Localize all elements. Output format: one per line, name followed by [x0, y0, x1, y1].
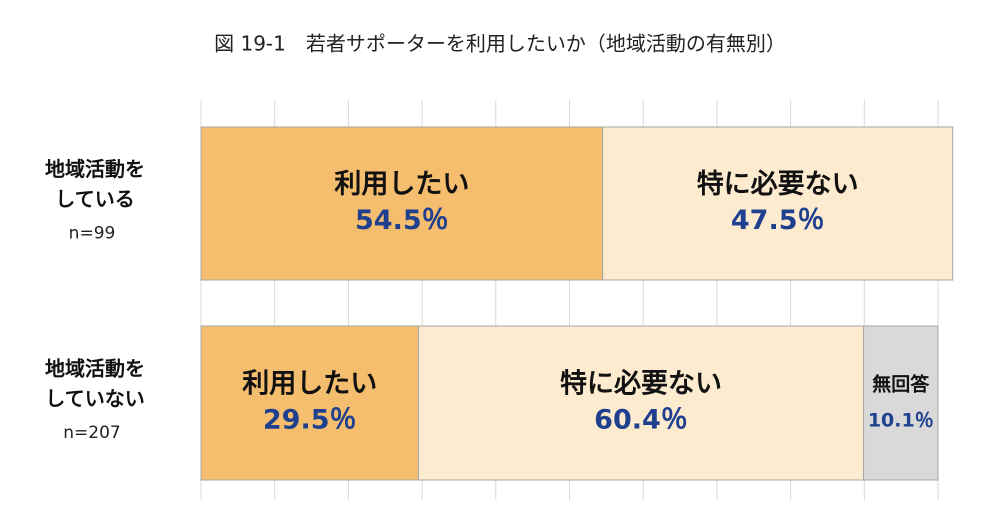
row-label: 地域活動を	[45, 357, 145, 381]
bar-segment	[200, 126, 604, 281]
segment-name: 特に必要ない	[697, 169, 859, 200]
data-label: 47.5％	[731, 205, 825, 236]
chart-title: 図 19-1 若者サポーターを利用したいか（地域活動の有無別）	[214, 32, 786, 56]
segment-name: 無回答	[872, 373, 930, 396]
segment-name: 利用したい	[334, 169, 469, 200]
row-label: している	[55, 187, 134, 211]
bar-segment	[200, 325, 419, 481]
row-note: n=99	[69, 224, 116, 244]
bar-segment	[863, 325, 939, 481]
row-label: 地域活動を	[45, 157, 145, 181]
row-label: していない	[45, 387, 144, 411]
bar-segment	[602, 126, 954, 281]
data-label: 10.1％	[868, 410, 934, 432]
bar-segment	[417, 325, 865, 481]
data-label: 60.4％	[594, 405, 688, 436]
data-label: 54.5％	[355, 205, 449, 236]
row-note: n=207	[63, 423, 120, 443]
segment-name: 特に必要ない	[560, 369, 722, 400]
data-label: 29.5％	[263, 405, 357, 436]
segment-name: 利用したい	[242, 369, 377, 400]
